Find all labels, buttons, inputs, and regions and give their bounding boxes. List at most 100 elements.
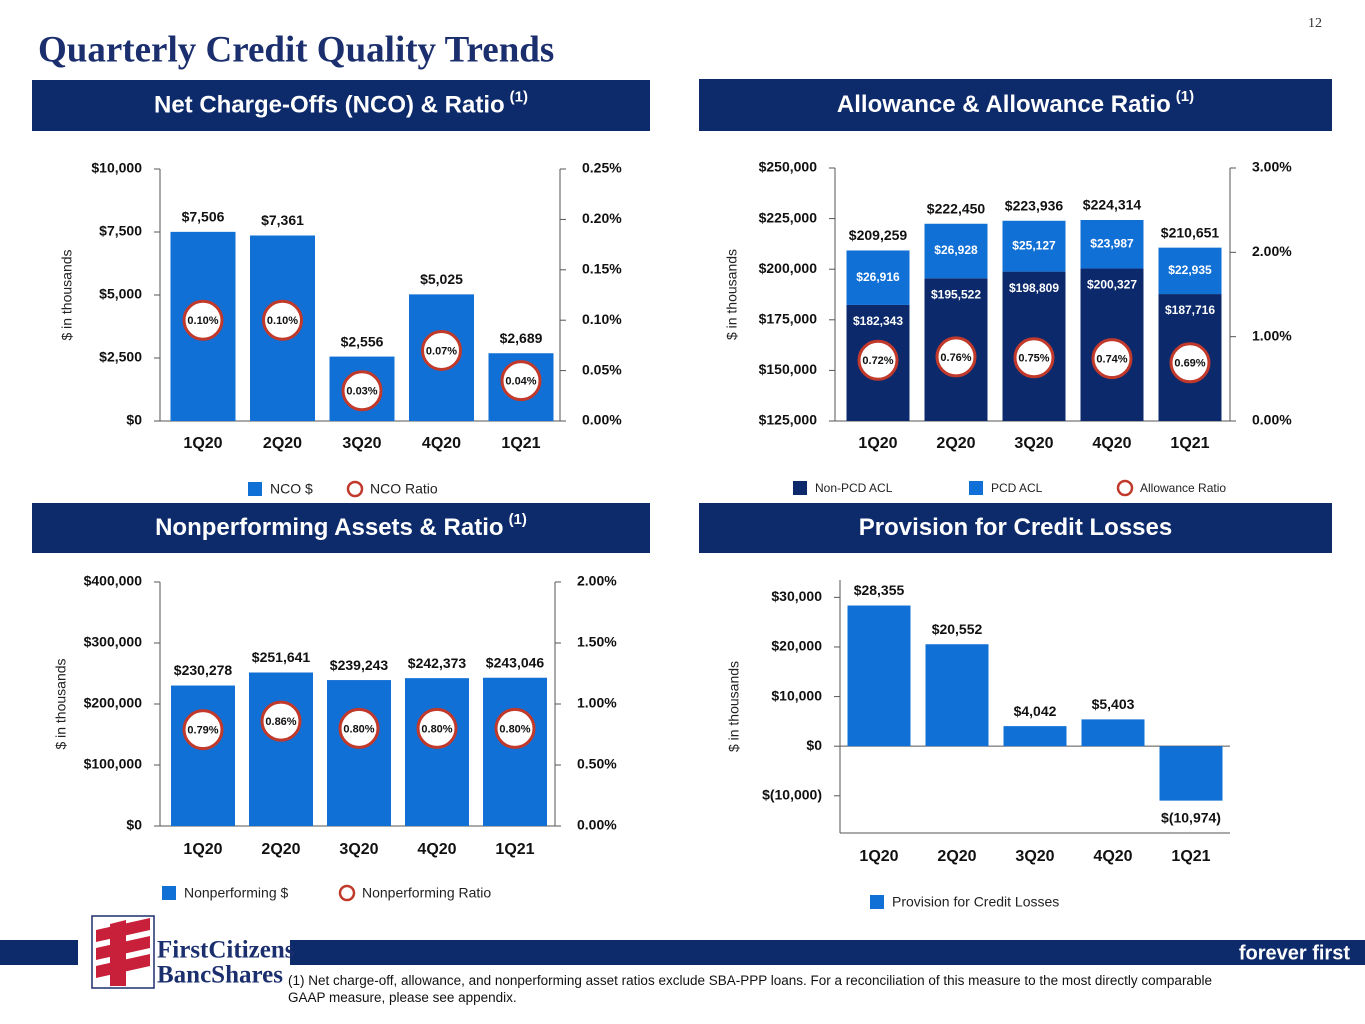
panel-title: Allowance & Allowance Ratio (1) bbox=[837, 88, 1194, 118]
ratio-marker bbox=[338, 707, 380, 749]
x-tick-label: 4Q20 bbox=[1093, 848, 1132, 865]
page-number: 12 bbox=[1308, 16, 1322, 31]
y2-tick-label: 0.20% bbox=[582, 210, 622, 226]
footnote: (1) Net charge-off, allowance, and nonpe… bbox=[288, 973, 1212, 1005]
y2-tick-label: 1.00% bbox=[577, 695, 617, 711]
panel-title-text: Nonperforming Assets & Ratio bbox=[155, 514, 503, 541]
x-tick-label: 1Q20 bbox=[183, 841, 222, 858]
ratio-label: 0.80% bbox=[421, 723, 452, 735]
y2-tick-label: 0.25% bbox=[582, 160, 622, 176]
bar bbox=[925, 644, 989, 747]
panel-title-text: Allowance & Allowance Ratio bbox=[837, 91, 1171, 118]
y2-tick-label: 1.50% bbox=[577, 634, 617, 650]
ratio-label: 0.10% bbox=[267, 315, 298, 327]
y-axis-title: $ in thousands bbox=[724, 249, 740, 340]
bar bbox=[846, 250, 910, 305]
banner-right bbox=[290, 940, 1365, 965]
logo-line2: BancShares bbox=[157, 962, 283, 989]
y-tick-label: $5,000 bbox=[99, 286, 142, 302]
ratio-label: 0.86% bbox=[265, 716, 296, 728]
ratio-label: 0.69% bbox=[1174, 358, 1205, 370]
ratio-marker bbox=[341, 370, 383, 412]
panel-title-note: (1) bbox=[1176, 88, 1194, 105]
bar bbox=[847, 605, 911, 747]
y-tick-label: $175,000 bbox=[759, 311, 818, 327]
bar bbox=[249, 672, 313, 826]
legend-label: Nonperforming $ bbox=[184, 885, 288, 901]
bar bbox=[327, 680, 391, 826]
ratio-marker bbox=[1013, 337, 1055, 379]
total-label: $223,936 bbox=[1005, 197, 1064, 213]
value-label: $(10,974) bbox=[1161, 809, 1221, 825]
y-tick-label: $200,000 bbox=[759, 260, 818, 276]
y2-tick-label: 3.00% bbox=[1252, 159, 1292, 175]
x-tick-label: 2Q20 bbox=[936, 435, 975, 452]
y-tick-label: $400,000 bbox=[84, 573, 143, 589]
value-label: $5,025 bbox=[420, 271, 463, 287]
panel-title: Net Charge-Offs (NCO) & Ratio (1) bbox=[154, 88, 528, 118]
panel-title-note: (1) bbox=[510, 88, 528, 105]
y2-tick-label: 0.10% bbox=[582, 311, 622, 327]
segment-label: $26,928 bbox=[934, 243, 978, 257]
y-axis-title: $ in thousands bbox=[59, 249, 75, 340]
ratio-marker bbox=[262, 299, 303, 341]
panel-title-note: (1) bbox=[509, 511, 527, 528]
panel-header bbox=[32, 80, 650, 131]
ratio-marker bbox=[500, 360, 542, 402]
y2-tick-label: 0.00% bbox=[577, 817, 617, 833]
ratio-label: 0.04% bbox=[505, 376, 536, 388]
y-tick-label: $200,000 bbox=[84, 695, 143, 711]
legend-marker bbox=[870, 895, 884, 909]
value-label: $28,355 bbox=[854, 582, 905, 598]
ratio-marker bbox=[182, 709, 224, 751]
ratio-marker bbox=[935, 336, 977, 378]
bar bbox=[1158, 247, 1222, 295]
x-tick-label: 2Q20 bbox=[261, 841, 300, 858]
x-tick-label: 2Q20 bbox=[263, 435, 302, 452]
value-label: $242,373 bbox=[408, 655, 467, 671]
y2-tick-label: 0.00% bbox=[582, 412, 622, 428]
ratio-marker bbox=[182, 299, 224, 341]
bar bbox=[1080, 219, 1144, 269]
x-tick-label: 1Q20 bbox=[858, 435, 897, 452]
x-tick-label: 1Q20 bbox=[859, 848, 898, 865]
y-tick-label: $0 bbox=[126, 817, 142, 833]
bar bbox=[405, 678, 469, 826]
bar bbox=[1159, 746, 1223, 801]
ratio-label: 0.07% bbox=[426, 345, 457, 357]
total-label: $209,259 bbox=[849, 227, 908, 243]
y-tick-label: $20,000 bbox=[771, 638, 822, 654]
panel-title-text: Provision for Credit Losses bbox=[859, 514, 1172, 541]
ratio-marker bbox=[857, 339, 899, 381]
value-label: $20,552 bbox=[932, 621, 983, 637]
y-tick-label: $2,500 bbox=[99, 349, 142, 365]
x-tick-label: 1Q21 bbox=[1170, 435, 1209, 452]
legend-marker bbox=[248, 482, 262, 496]
bar bbox=[1003, 726, 1067, 747]
segment-label: $26,916 bbox=[856, 270, 900, 284]
bar bbox=[1081, 719, 1145, 747]
segment-label: $22,935 bbox=[1168, 263, 1212, 277]
value-label: $2,556 bbox=[341, 333, 384, 349]
y-tick-label: $250,000 bbox=[759, 159, 818, 175]
value-label: $7,506 bbox=[182, 209, 225, 225]
total-label: $210,651 bbox=[1161, 224, 1220, 240]
x-tick-label: 1Q21 bbox=[1171, 848, 1210, 865]
x-tick-label: 2Q20 bbox=[937, 848, 976, 865]
y-tick-label: $(10,000) bbox=[762, 786, 822, 802]
panel-header bbox=[32, 503, 650, 553]
ratio-marker bbox=[494, 707, 536, 749]
value-label: $230,278 bbox=[174, 662, 233, 678]
y-tick-label: $0 bbox=[806, 737, 822, 753]
total-label: $222,450 bbox=[927, 200, 986, 216]
y2-tick-label: 2.00% bbox=[1252, 243, 1292, 259]
y-axis-title: $ in thousands bbox=[53, 658, 69, 749]
segment-label: $195,522 bbox=[931, 287, 981, 301]
x-tick-label: 4Q20 bbox=[422, 435, 461, 452]
x-tick-label: 1Q21 bbox=[495, 841, 534, 858]
ratio-marker bbox=[416, 707, 458, 749]
ratio-marker bbox=[421, 329, 462, 371]
y2-tick-label: 0.00% bbox=[1252, 412, 1292, 428]
legend-label: Nonperforming Ratio bbox=[362, 885, 491, 901]
